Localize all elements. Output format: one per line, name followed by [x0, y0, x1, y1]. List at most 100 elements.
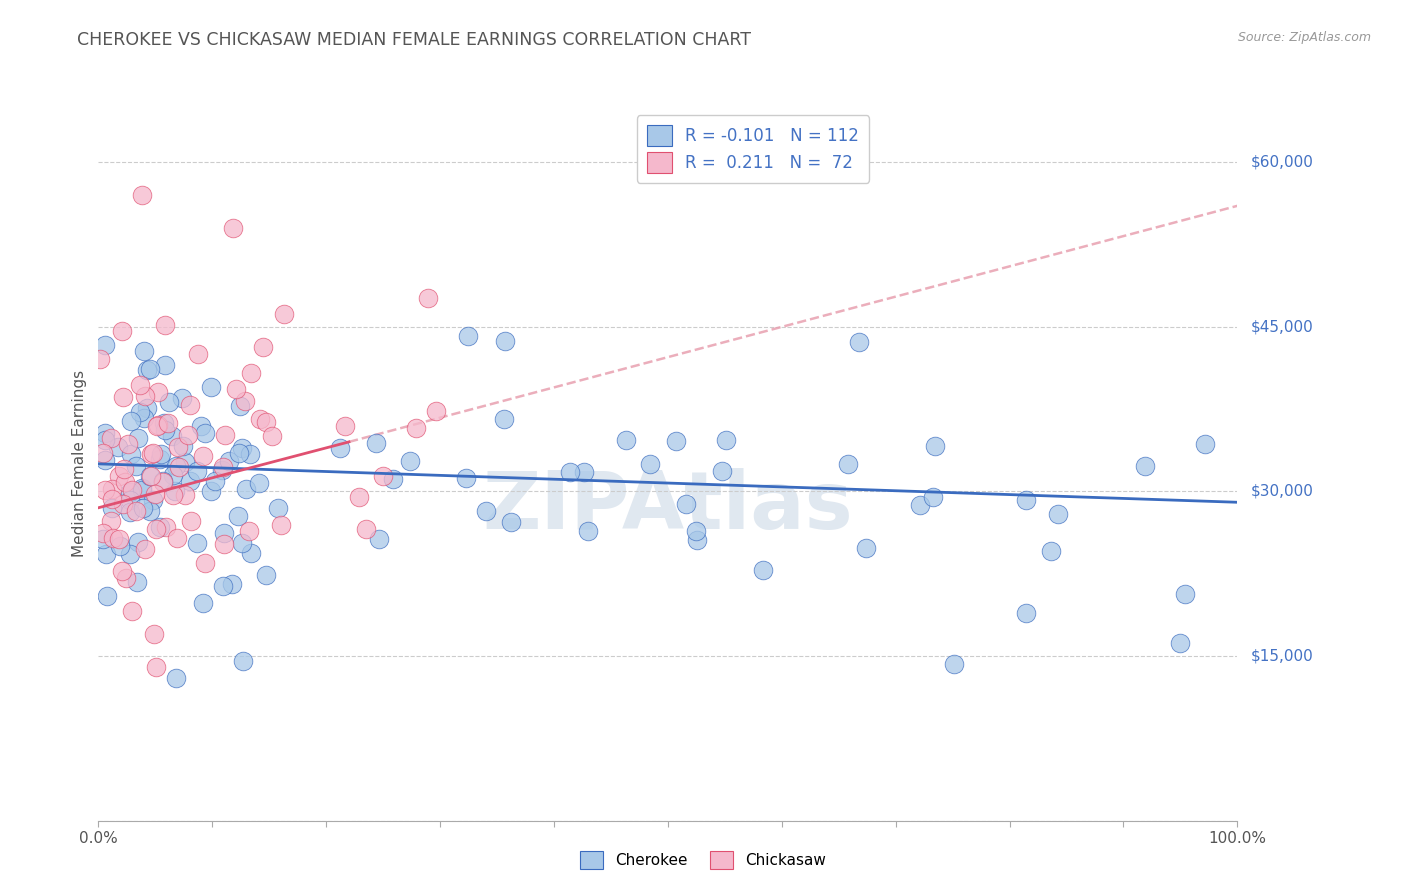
Point	[231, 535, 253, 549]
Point	[1168, 636, 1191, 650]
Point	[162, 468, 184, 483]
Point	[107, 440, 129, 454]
Point	[186, 463, 208, 477]
Point	[233, 393, 256, 408]
Point	[117, 437, 139, 451]
Point	[855, 541, 877, 555]
Point	[142, 493, 165, 508]
Point	[335, 419, 357, 434]
Point	[405, 421, 427, 435]
Point	[134, 343, 156, 358]
Text: $15,000: $15,000	[1251, 648, 1313, 664]
Point	[347, 490, 370, 504]
Point	[152, 475, 174, 489]
Point	[499, 515, 522, 529]
Point	[252, 340, 274, 354]
Point	[848, 334, 870, 349]
Point	[226, 509, 249, 524]
Point	[139, 468, 162, 483]
Point	[131, 481, 153, 495]
Point	[148, 451, 170, 466]
Point	[475, 504, 498, 518]
Point	[121, 604, 143, 618]
Point	[381, 472, 404, 486]
Point	[204, 474, 226, 488]
Point	[160, 428, 183, 442]
Point	[165, 483, 187, 498]
Point	[247, 476, 270, 491]
Point	[1133, 459, 1156, 474]
Point	[356, 522, 378, 536]
Point	[152, 475, 174, 489]
Point	[146, 417, 169, 432]
Point	[329, 441, 352, 455]
Point	[118, 505, 141, 519]
Point	[94, 483, 117, 497]
Point	[132, 411, 155, 425]
Point	[494, 334, 516, 349]
Point	[675, 497, 697, 511]
Point	[108, 468, 131, 483]
Point	[139, 469, 162, 483]
Point	[229, 399, 252, 413]
Point	[170, 391, 193, 405]
Point	[167, 460, 190, 475]
Point	[212, 460, 235, 475]
Point	[249, 412, 271, 426]
Point	[145, 522, 167, 536]
Point	[111, 564, 134, 578]
Point	[1039, 544, 1062, 558]
Point	[101, 501, 124, 516]
Point	[239, 546, 262, 560]
Point	[214, 525, 236, 540]
Point	[94, 338, 117, 352]
Point	[93, 433, 115, 447]
Point	[685, 524, 707, 538]
Point	[100, 514, 122, 528]
Point	[399, 454, 422, 468]
Point	[273, 307, 295, 321]
Point	[943, 657, 966, 672]
Point	[118, 547, 141, 561]
Point	[146, 419, 169, 434]
Point	[179, 474, 201, 488]
Point	[638, 457, 661, 471]
Point	[686, 533, 709, 547]
Point	[924, 438, 946, 452]
Point	[235, 482, 257, 496]
Point	[149, 520, 172, 534]
Point	[143, 487, 166, 501]
Text: Source: ZipAtlas.com: Source: ZipAtlas.com	[1237, 31, 1371, 45]
Point	[225, 382, 247, 396]
Point	[425, 404, 447, 418]
Point	[114, 475, 136, 489]
Point	[190, 418, 212, 433]
Point	[1174, 587, 1197, 601]
Point	[153, 359, 176, 373]
Point	[222, 220, 245, 235]
Point	[128, 377, 150, 392]
Point	[118, 493, 141, 508]
Point	[368, 532, 391, 546]
Point	[165, 671, 187, 685]
Text: $60,000: $60,000	[1251, 154, 1313, 169]
Point	[714, 433, 737, 447]
Point	[1015, 493, 1038, 508]
Point	[492, 412, 515, 426]
Point	[908, 498, 931, 512]
Point	[457, 329, 479, 343]
Text: ZIPAtlas: ZIPAtlas	[482, 467, 853, 546]
Point	[174, 455, 197, 469]
Point	[211, 463, 233, 477]
Point	[112, 462, 135, 476]
Point	[127, 534, 149, 549]
Point	[135, 401, 157, 416]
Point	[142, 446, 165, 460]
Point	[124, 458, 146, 473]
Point	[101, 491, 124, 506]
Point	[118, 485, 141, 500]
Point	[194, 556, 217, 570]
Point	[231, 441, 253, 455]
Point	[165, 458, 187, 473]
Point	[193, 596, 215, 610]
